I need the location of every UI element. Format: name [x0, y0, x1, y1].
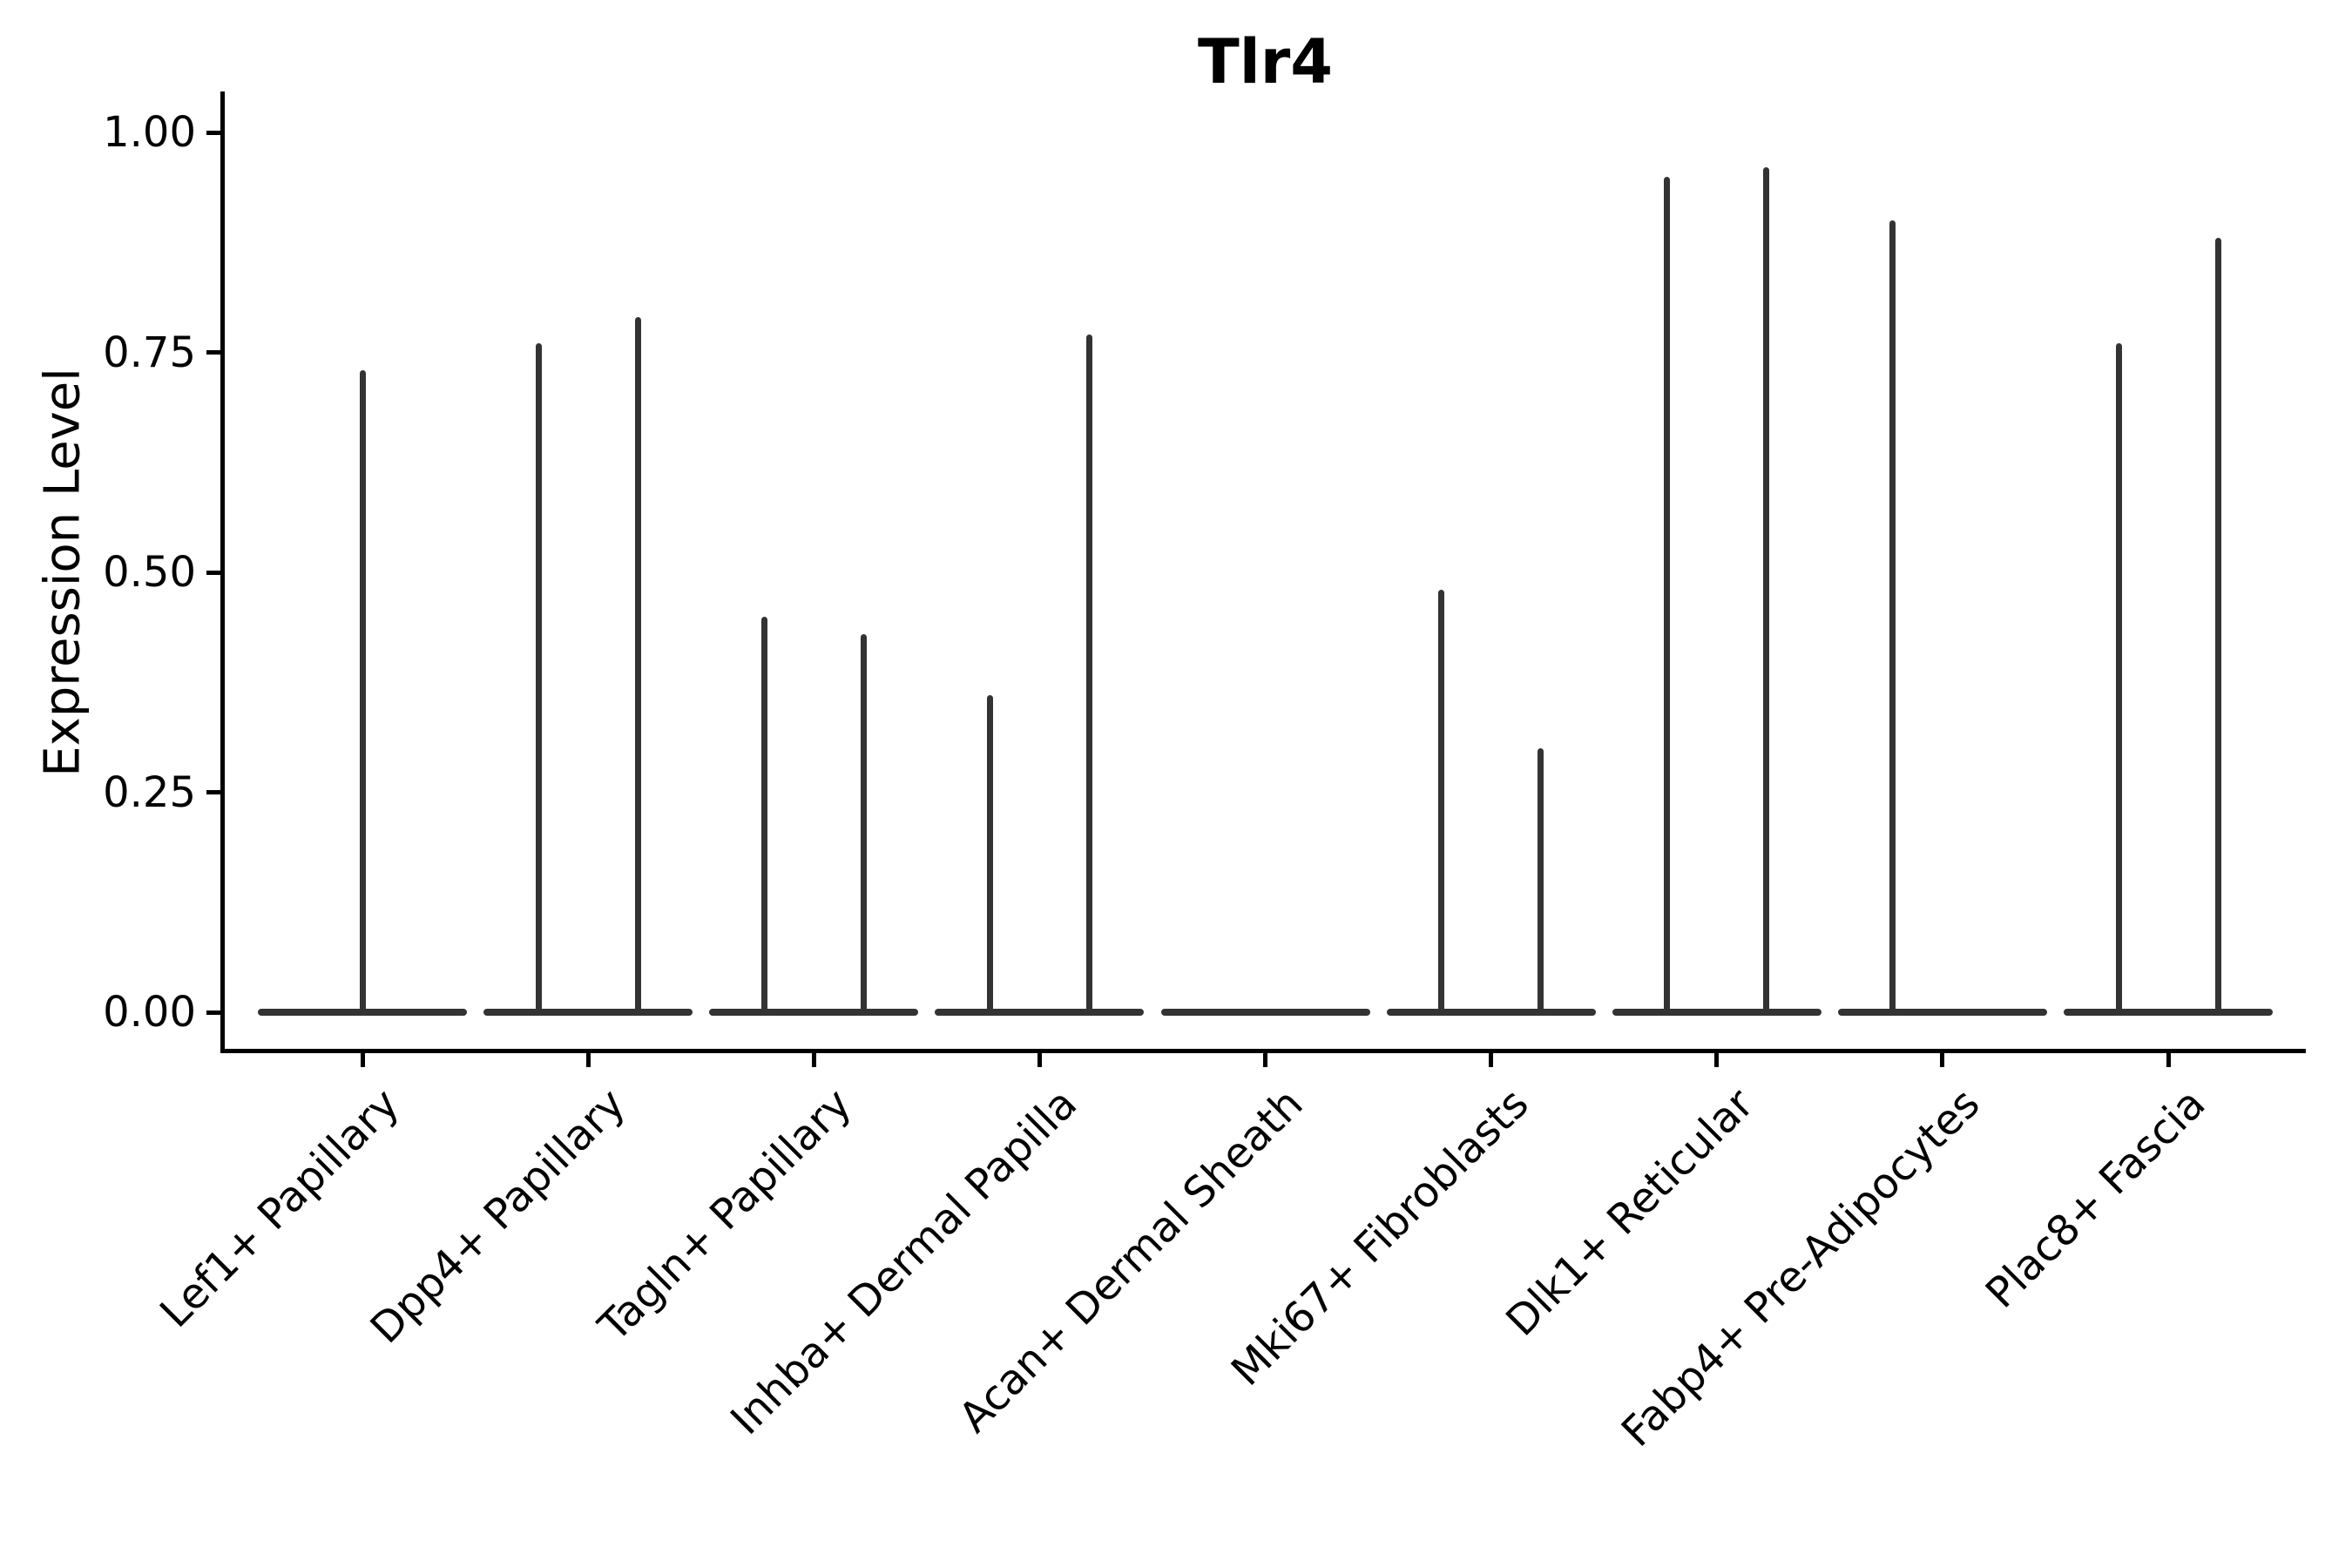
x-tick — [1940, 1053, 1945, 1067]
x-tick — [360, 1053, 365, 1067]
violin-tail — [986, 695, 993, 1012]
x-tick-label: Lef1+ Papillary — [151, 1079, 409, 1337]
violin-baseline — [483, 1009, 693, 1016]
y-tick-label: 0.50 — [103, 548, 196, 597]
violin-tail — [1664, 176, 1671, 1012]
x-tick — [2166, 1053, 2171, 1067]
violin-baseline — [258, 1009, 467, 1016]
y-axis-title: Expression Level — [34, 368, 91, 777]
x-tick — [1714, 1053, 1720, 1067]
y-axis-spine — [220, 91, 225, 1053]
y-tick — [206, 570, 220, 575]
violin-baseline — [935, 1009, 1145, 1016]
y-tick — [206, 1010, 220, 1015]
violin-tail — [1763, 167, 1770, 1012]
y-tick — [206, 790, 220, 794]
y-tick-label: 0.75 — [103, 328, 196, 377]
x-tick-label: Dlk1+ Reticular — [1497, 1079, 1764, 1346]
x-tick-label: Plac8+ Fascia — [1977, 1079, 2215, 1318]
x-tick — [1037, 1053, 1042, 1067]
y-tick-label: 0.25 — [103, 767, 196, 817]
y-tick-label: 0.00 — [103, 988, 196, 1037]
violin-tail — [359, 369, 366, 1012]
violin-baseline — [1612, 1009, 1821, 1016]
x-axis-spine — [220, 1049, 2306, 1053]
violin-tail — [2214, 238, 2221, 1012]
violin-baseline — [1837, 1009, 2047, 1016]
x-tick — [585, 1053, 591, 1067]
y-tick — [206, 130, 220, 135]
violin-tail — [1438, 590, 1445, 1012]
violin-baseline — [1160, 1009, 1370, 1016]
violin-tail — [1889, 220, 1896, 1012]
violin-tail — [2115, 343, 2122, 1012]
x-tick — [1263, 1053, 1267, 1067]
x-tick — [811, 1053, 816, 1067]
violin-baseline — [709, 1009, 919, 1016]
violin-tail — [860, 633, 867, 1012]
violin-tail — [760, 616, 767, 1012]
violin-baseline — [1386, 1009, 1596, 1016]
y-tick — [206, 350, 220, 355]
violin-baseline — [2064, 1009, 2273, 1016]
violin-tail — [1538, 748, 1544, 1012]
y-tick-label: 1.00 — [103, 108, 196, 157]
violin-tail — [634, 317, 641, 1012]
chart-title: Tlr4 — [1198, 26, 1333, 98]
violin-tail — [535, 343, 542, 1012]
violin-tail — [1085, 335, 1092, 1012]
x-tick — [1489, 1053, 1494, 1067]
x-tick-label: Fabp4+ Pre-Adipocytes — [1612, 1079, 1990, 1456]
